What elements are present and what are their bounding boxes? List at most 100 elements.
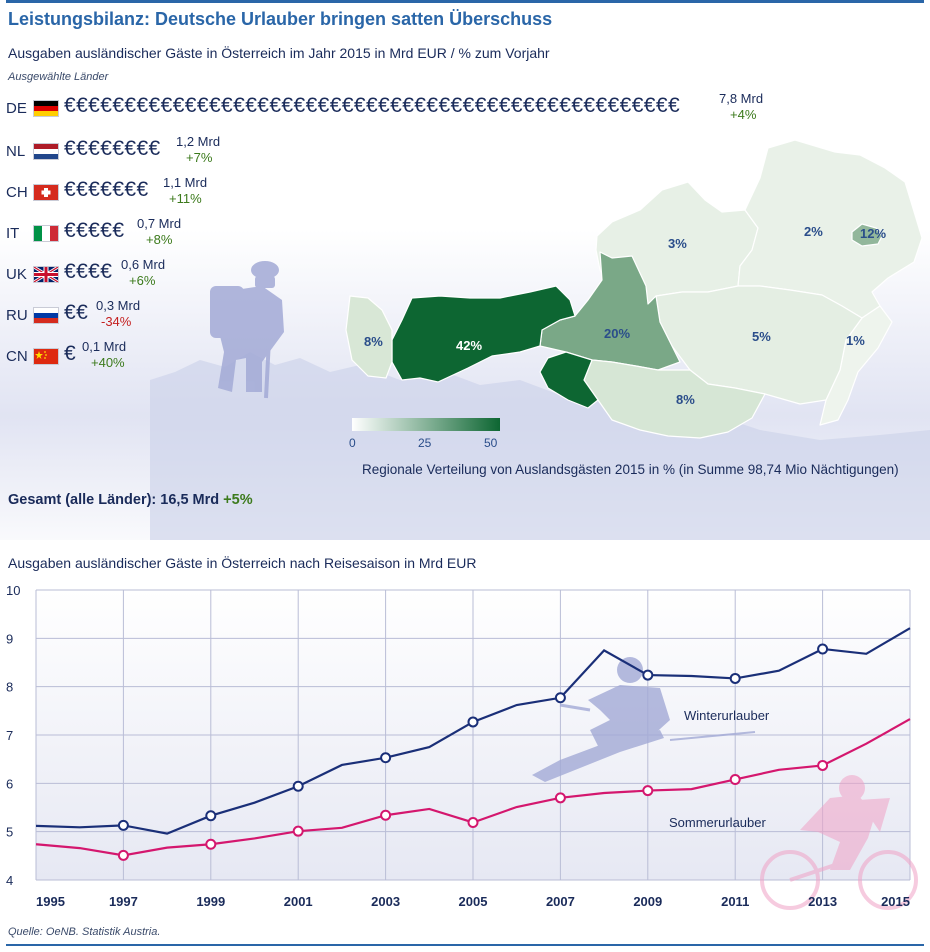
euro-bar: €€€€ bbox=[64, 260, 113, 283]
flag-uk-icon bbox=[34, 267, 58, 282]
data-point bbox=[642, 785, 654, 797]
x-tick-label: 1997 bbox=[109, 894, 138, 909]
euro-bar: €€€€€€€€€€€€€€€€€€€€€€€€€€€€€€€€€€€€€€€€… bbox=[64, 94, 681, 117]
x-tick-label: 2013 bbox=[808, 894, 837, 909]
x-tick-label: 1999 bbox=[196, 894, 225, 909]
selected-countries-note: Ausgewählte Länder bbox=[8, 71, 109, 83]
country-code: CN bbox=[6, 348, 28, 365]
label-salzburg: 20% bbox=[604, 326, 630, 341]
flag-ru-icon bbox=[34, 308, 58, 323]
flag-ch-icon bbox=[34, 185, 58, 200]
euro-bar: €€€€€€€ bbox=[64, 178, 149, 201]
change-label: -34% bbox=[101, 314, 132, 329]
label-tirol: 42% bbox=[456, 338, 482, 353]
series-label-winter: Winterurlauber bbox=[684, 708, 770, 723]
country-code: NL bbox=[6, 143, 26, 160]
flag-nl-icon bbox=[34, 144, 58, 159]
total-label: Gesamt (alle Länder): 16,5 Mrd bbox=[8, 492, 220, 508]
data-point bbox=[817, 759, 829, 771]
data-point bbox=[380, 752, 392, 764]
austria-map: 8% 42% 20% 8% 3% 2% 12% 5% 1% bbox=[150, 139, 930, 540]
data-point bbox=[292, 780, 304, 792]
y-tick-label: 4 bbox=[6, 873, 13, 888]
flag-de-icon bbox=[34, 101, 58, 116]
map-legend-tick: 50 bbox=[484, 436, 498, 450]
euro-bar: €€€€€ bbox=[64, 219, 125, 242]
map-legend-tick: 25 bbox=[418, 436, 432, 450]
cyclist-silhouette bbox=[760, 775, 918, 910]
euro-bar: € bbox=[64, 342, 77, 365]
country-code: RU bbox=[6, 307, 28, 324]
label-vorarlberg: 8% bbox=[364, 334, 383, 349]
value-label: 7,8 Mrd bbox=[719, 91, 764, 106]
region-kaernten bbox=[583, 359, 766, 439]
data-point bbox=[467, 816, 479, 828]
country-code: DE bbox=[6, 100, 27, 117]
data-point bbox=[205, 838, 217, 850]
x-tick-label: 2001 bbox=[284, 894, 313, 909]
x-tick-label: 2015 bbox=[881, 894, 910, 909]
value-label: 0,1 Mrd bbox=[82, 339, 127, 354]
x-tick-label: 1995 bbox=[36, 894, 65, 909]
bottom-rule bbox=[6, 944, 924, 946]
data-point bbox=[467, 716, 479, 728]
euro-bar: €€ bbox=[64, 301, 89, 324]
data-point bbox=[554, 692, 566, 704]
page-title: Leistungsbilanz: Deutsche Urlauber bring… bbox=[8, 9, 553, 29]
map-caption: Regionale Verteilung von Auslandsgästen … bbox=[362, 462, 899, 477]
total-change: +5% bbox=[223, 492, 253, 508]
x-tick-label: 2011 bbox=[721, 894, 749, 909]
region-niederoesterreich bbox=[737, 139, 923, 319]
change-label: +40% bbox=[91, 355, 125, 370]
y-tick-label: 5 bbox=[6, 825, 13, 840]
data-point bbox=[729, 672, 741, 684]
x-tick-label: 2007 bbox=[546, 894, 575, 909]
region-tirol bbox=[391, 285, 576, 383]
map-legend-gradient bbox=[352, 418, 500, 431]
data-point bbox=[554, 792, 566, 804]
x-tick-label: 2009 bbox=[633, 894, 662, 909]
value-label: 0,7 Mrd bbox=[137, 216, 182, 231]
y-tick-label: 8 bbox=[6, 680, 13, 695]
label-oberoesterreich: 3% bbox=[668, 236, 687, 251]
hiker-silhouette bbox=[210, 261, 284, 399]
section2-subtitle: Ausgaben ausländischer Gäste in Österrei… bbox=[8, 555, 477, 571]
country-code: IT bbox=[6, 225, 20, 242]
value-label: 0,3 Mrd bbox=[96, 298, 141, 313]
data-point bbox=[117, 819, 129, 831]
label-burgenland: 1% bbox=[846, 333, 865, 348]
label-wien: 12% bbox=[860, 226, 886, 241]
change-label: +6% bbox=[129, 273, 156, 288]
source-note: Quelle: OeNB. Statistik Austria. bbox=[8, 926, 161, 938]
data-point bbox=[117, 849, 129, 861]
data-point bbox=[642, 669, 654, 681]
data-point bbox=[380, 809, 392, 821]
flag-it-icon bbox=[34, 226, 58, 241]
label-kaernten: 8% bbox=[676, 392, 695, 407]
data-point bbox=[817, 643, 829, 655]
region-wien bbox=[851, 223, 883, 247]
value-label: 1,1 Mrd bbox=[163, 175, 208, 190]
data-point bbox=[729, 773, 741, 785]
y-tick-label: 10 bbox=[6, 583, 20, 598]
map-legend-tick: 0 bbox=[349, 436, 356, 450]
label-steiermark: 5% bbox=[752, 329, 771, 344]
top-rule bbox=[6, 0, 924, 3]
data-point bbox=[205, 810, 217, 822]
section1-subtitle: Ausgaben ausländischer Gäste in Österrei… bbox=[8, 45, 550, 61]
y-tick-label: 6 bbox=[6, 776, 13, 791]
y-tick-label: 7 bbox=[6, 728, 13, 743]
change-label: +7% bbox=[186, 150, 213, 165]
label-niederoesterreich: 2% bbox=[804, 224, 823, 239]
change-label: +4% bbox=[730, 107, 757, 122]
country-code: CH bbox=[6, 184, 28, 201]
total-line: Gesamt (alle Länder): 16,5 Mrd +5% bbox=[8, 492, 253, 508]
y-tick-label: 9 bbox=[6, 631, 13, 646]
change-label: +8% bbox=[146, 232, 173, 247]
data-point bbox=[292, 825, 304, 837]
series-label-summer: Sommerurlauber bbox=[669, 815, 766, 830]
change-label: +11% bbox=[169, 191, 202, 206]
region-osttirol bbox=[539, 351, 599, 409]
x-tick-label: 2003 bbox=[371, 894, 400, 909]
euro-bar: €€€€€€€€ bbox=[64, 137, 161, 160]
